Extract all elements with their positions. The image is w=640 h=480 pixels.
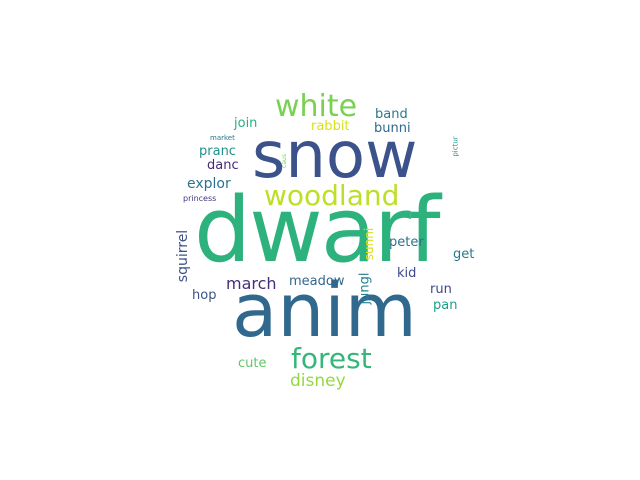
word-sunni: sunni <box>362 227 377 261</box>
word-forest: forest <box>291 342 372 375</box>
word-jungl: jungl <box>357 272 373 305</box>
word-white: white <box>275 89 358 124</box>
word-pranc: pranc <box>199 144 236 159</box>
word-bunni: bunni <box>374 121 411 136</box>
word-run: run <box>430 282 452 297</box>
word-caus: caus <box>280 154 288 168</box>
word-rabbit: rabbit <box>311 119 350 134</box>
word-market: market <box>210 134 235 142</box>
word-pictur: pictur <box>451 136 460 157</box>
word-pan: pan <box>433 298 458 313</box>
word-kid: kid <box>397 266 417 281</box>
word-dwarf: dwarf <box>194 178 441 283</box>
word-explor: explor <box>187 176 231 192</box>
word-danc: danc <box>207 158 239 173</box>
word-princess: princess <box>183 194 217 203</box>
word-march: march <box>226 274 277 293</box>
word-squirrel: squirrel <box>175 229 192 283</box>
word-disney: disney <box>290 371 346 391</box>
word-join: join <box>234 116 258 131</box>
word-cute: cute <box>238 356 267 371</box>
word-snow: snow <box>252 119 418 193</box>
word-get: get <box>453 247 475 262</box>
word-hop: hop <box>192 288 217 303</box>
word-band: band <box>375 107 408 122</box>
word-peter: peter <box>389 235 424 250</box>
word-anim: anim <box>232 268 417 354</box>
word-meadow: meadow <box>289 274 345 289</box>
word-woodland: woodland <box>264 179 400 212</box>
